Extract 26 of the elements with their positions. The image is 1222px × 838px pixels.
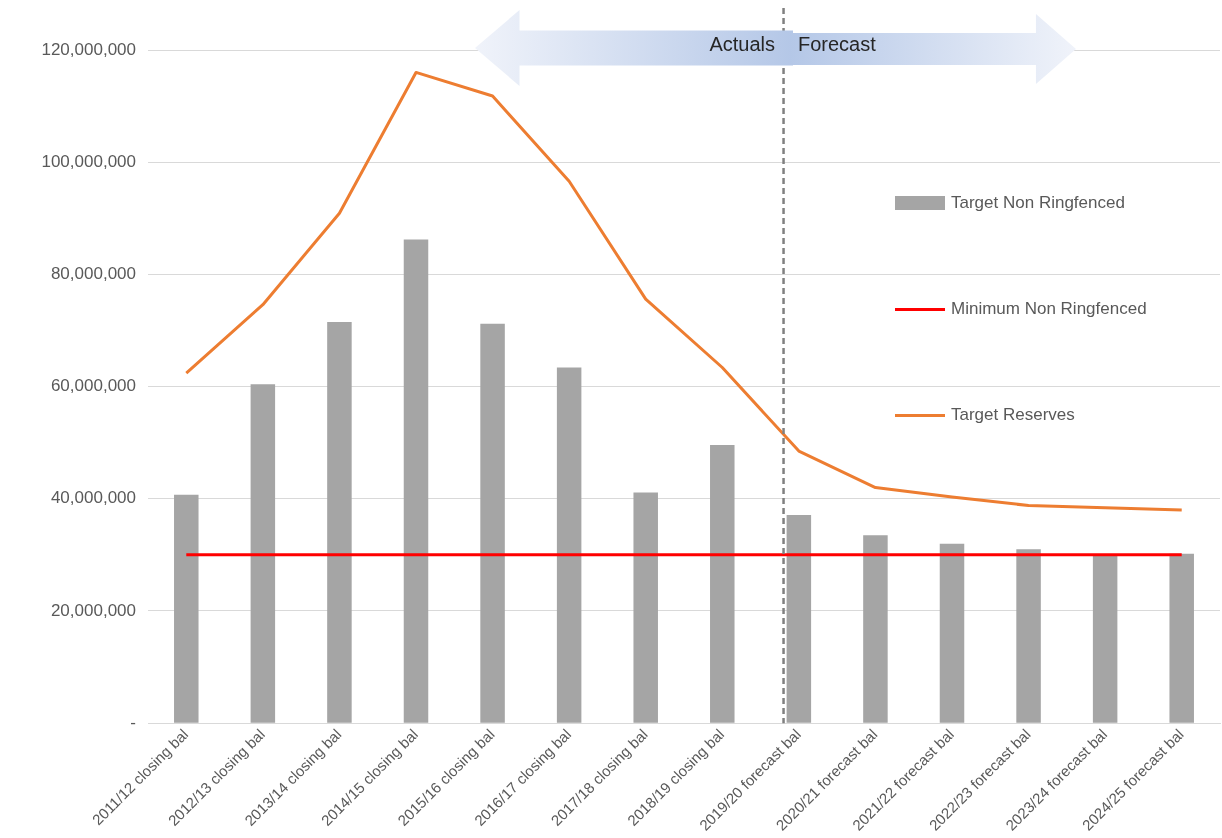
- bar: [633, 492, 658, 723]
- y-tick-label: 20,000,000: [50, 600, 136, 620]
- legend-label: Target Non Ringfenced: [951, 193, 1125, 213]
- legend-label: Target Reserves: [951, 405, 1075, 425]
- y-tick-label: -: [130, 712, 136, 732]
- bar: [1092, 555, 1118, 723]
- bar: [250, 384, 276, 723]
- bar: [1169, 553, 1194, 723]
- annotation: Actuals: [709, 33, 775, 56]
- bar: [939, 543, 965, 723]
- annotation: Forecast: [798, 33, 876, 56]
- y-tick-label: 120,000,000: [41, 39, 136, 59]
- bar: [480, 323, 505, 723]
- bar: [786, 515, 812, 723]
- bar: [1016, 549, 1041, 723]
- bar: [174, 494, 199, 723]
- bar: [556, 367, 582, 723]
- bar: [327, 322, 352, 723]
- bar: [863, 535, 888, 723]
- y-tick-label: 80,000,000: [50, 264, 136, 284]
- y-tick-label: 60,000,000: [50, 376, 136, 396]
- y-tick-label: 100,000,000: [41, 151, 136, 171]
- bar: [403, 239, 429, 723]
- bar: [710, 444, 735, 723]
- legend-label: Minimum Non Ringfenced: [951, 299, 1147, 319]
- y-tick-label: 40,000,000: [50, 488, 136, 508]
